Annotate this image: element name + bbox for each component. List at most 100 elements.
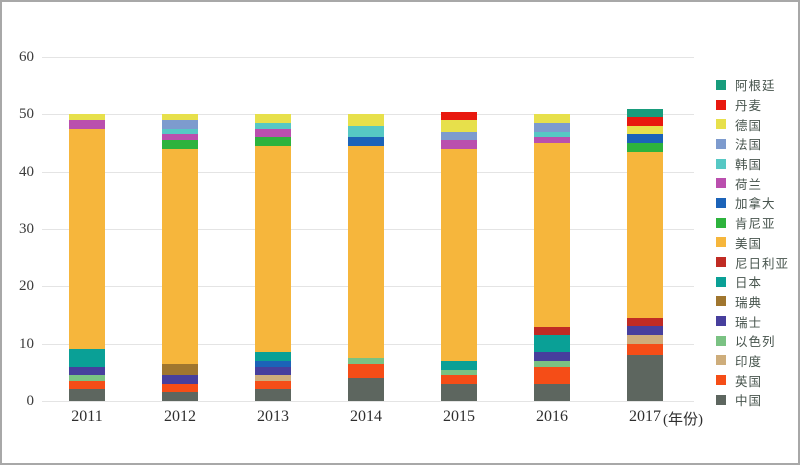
bar-2011 — [69, 114, 105, 401]
bar-segment-2015-英国 — [441, 375, 477, 384]
legend-label: 英国 — [735, 374, 763, 389]
bar-segment-2012-法国 — [162, 120, 198, 129]
bar-segment-2017-瑞士 — [627, 326, 663, 335]
bar-segment-2014-英国 — [348, 363, 384, 379]
bar-segment-2014-韩国 — [348, 125, 384, 138]
bar-segment-2014-中国 — [348, 378, 384, 401]
bar-segment-2013-瑞士 — [255, 366, 291, 376]
bar-segment-2013-美国 — [255, 145, 291, 353]
legend-label: 美国 — [735, 236, 763, 251]
legend-item-法国: 法国 — [716, 134, 789, 154]
legend-swatch-icon — [716, 394, 726, 405]
legend-item-日本: 日本 — [716, 272, 789, 292]
bar-segment-2013-肯尼亚 — [255, 137, 291, 146]
bar-segment-2016-以色列 — [534, 360, 570, 367]
legend-label: 印度 — [735, 354, 763, 369]
y-tick-label-20: 20 — [19, 278, 34, 295]
bar-2015 — [441, 111, 477, 401]
y-tick-label-60: 60 — [19, 49, 34, 65]
legend-swatch-icon — [716, 375, 726, 386]
bar-segment-2016-德国 — [534, 114, 570, 124]
bar-segment-2012-美国 — [162, 148, 198, 364]
legend-swatch-icon — [716, 237, 726, 248]
bar-segment-2012-德国 — [162, 114, 198, 121]
legend-label: 肯尼亚 — [735, 217, 776, 232]
x-tick-label-2011: 2011 — [71, 408, 103, 425]
bar-segment-2012-瑞典 — [162, 363, 198, 376]
bar-2016 — [534, 114, 570, 401]
bar-segment-2017-肯尼亚 — [627, 142, 663, 152]
legend-label: 以色列 — [735, 335, 776, 350]
legend-item-丹麦: 丹麦 — [716, 95, 789, 115]
bar-segment-2017-印度 — [627, 335, 663, 344]
x-tick-label-2016: 2016 — [536, 408, 568, 425]
bar-segment-2017-中国 — [627, 355, 663, 401]
y-tick-label-10: 10 — [19, 335, 34, 352]
bar-segment-2015-法国 — [441, 131, 477, 141]
bar-segment-2015-中国 — [441, 383, 477, 401]
bar-segment-2012-瑞士 — [162, 375, 198, 384]
bar-segment-2012-荷兰 — [162, 134, 198, 141]
bar-segment-2012-中国 — [162, 392, 198, 401]
gridline-0 — [42, 401, 694, 402]
bar-segment-2012-韩国 — [162, 128, 198, 135]
bar-segment-2014-加拿大 — [348, 137, 384, 147]
legend-item-英国: 英国 — [716, 370, 789, 390]
bar-segment-2011-英国 — [69, 380, 105, 390]
legend-item-瑞典: 瑞典 — [716, 292, 789, 312]
legend-item-以色列: 以色列 — [716, 331, 789, 351]
bar-segment-2015-美国 — [441, 148, 477, 361]
x-axis-unit-label: (年份) — [663, 412, 703, 428]
legend-swatch-icon — [716, 335, 726, 346]
legend-swatch-icon — [716, 158, 726, 169]
bar-segment-2017-英国 — [627, 343, 663, 356]
legend-label: 丹麦 — [735, 99, 763, 114]
bar-segment-2017-尼日利亚 — [627, 317, 663, 327]
bar-segment-2016-中国 — [534, 383, 570, 401]
legend-label: 德国 — [735, 118, 763, 133]
legend-item-韩国: 韩国 — [716, 154, 789, 174]
legend-item-中国: 中国 — [716, 390, 789, 410]
legend-label: 尼日利亚 — [735, 256, 790, 271]
bar-segment-2015-德国 — [441, 120, 477, 132]
bar-2017 — [627, 108, 663, 401]
bar-2012 — [162, 114, 198, 401]
bar-segment-2016-英国 — [534, 366, 570, 384]
bar-segment-2015-以色列 — [441, 369, 477, 376]
legend-label: 荷兰 — [735, 177, 763, 192]
bar-segment-2013-加拿大 — [255, 360, 291, 367]
bar-segment-2016-尼日利亚 — [534, 326, 570, 336]
bar-segment-2017-阿根廷 — [627, 108, 663, 118]
legend-item-美国: 美国 — [716, 233, 789, 253]
bar-segment-2011-德国 — [69, 114, 105, 121]
bar-segment-2011-日本 — [69, 349, 105, 367]
bar-segment-2013-中国 — [255, 389, 291, 401]
legend-swatch-icon — [716, 138, 726, 149]
legend-swatch-icon — [716, 178, 726, 189]
bar-segment-2016-美国 — [534, 143, 570, 327]
bar-segment-2011-荷兰 — [69, 120, 105, 129]
x-tick-label-2017: 2017 — [629, 408, 661, 425]
legend-swatch-icon — [716, 355, 726, 366]
y-tick-label-0: 0 — [26, 393, 35, 409]
legend-item-荷兰: 荷兰 — [716, 173, 789, 193]
bar-segment-2016-韩国 — [534, 131, 570, 138]
bar-segment-2012-肯尼亚 — [162, 140, 198, 149]
x-tick-label-2013: 2013 — [257, 408, 289, 425]
legend-swatch-icon — [716, 119, 726, 130]
legend-label: 中国 — [735, 394, 763, 409]
legend-item-尼日利亚: 尼日利亚 — [716, 252, 789, 272]
bar-segment-2012-英国 — [162, 383, 198, 393]
bar-segment-2017-美国 — [627, 151, 663, 318]
legend-swatch-icon — [716, 217, 726, 228]
x-tick-label-2014: 2014 — [350, 408, 382, 425]
bar-segment-2011-以色列 — [69, 375, 105, 381]
bar-segment-2013-德国 — [255, 114, 291, 124]
legend-item-加拿大: 加拿大 — [716, 193, 789, 213]
legend-swatch-icon — [716, 257, 726, 268]
legend-item-阿根廷: 阿根廷 — [716, 75, 789, 95]
x-tick-label-2015: 2015 — [443, 408, 475, 425]
bar-segment-2016-法国 — [534, 123, 570, 132]
bar-2014 — [348, 114, 384, 401]
legend-swatch-icon — [716, 276, 726, 287]
